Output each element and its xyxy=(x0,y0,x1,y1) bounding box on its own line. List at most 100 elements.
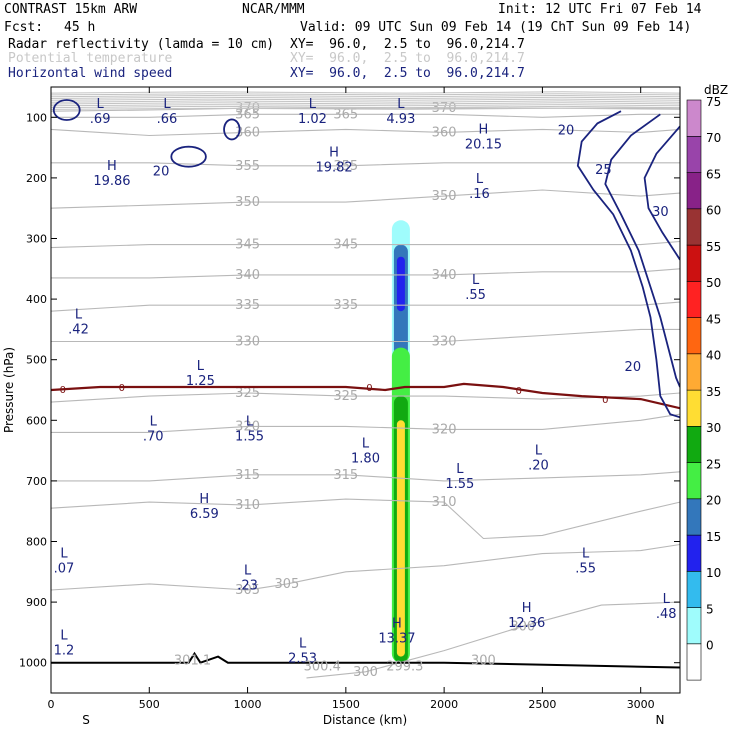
isentrope-340 xyxy=(51,268,680,279)
reflectivity-band-2 xyxy=(396,256,405,312)
wind-label: 25 xyxy=(595,163,612,178)
extremum-value: .66 xyxy=(157,112,178,127)
extremum-kind: L xyxy=(75,307,83,322)
isentrope-stratosphere xyxy=(51,100,680,103)
surface-theta-label: 301.1 xyxy=(174,654,211,669)
isentrope-label-315: 315 xyxy=(235,468,260,483)
extremum-kind: L xyxy=(535,444,543,459)
isentrope-345 xyxy=(51,240,680,249)
axes-layer: 0 500 1000 1500 2000 2500 30001002003004005006… xyxy=(19,87,680,711)
colorbar-swatch xyxy=(686,317,702,355)
colorbar-swatch xyxy=(686,244,702,282)
extremum-kind: H xyxy=(329,146,339,161)
plot-frame xyxy=(50,86,681,694)
isentrope-label-330: 330 xyxy=(235,335,260,350)
extremum-value: 20.15 xyxy=(465,137,502,152)
colorbar-swatch xyxy=(686,136,702,173)
extremum-kind: L xyxy=(246,415,254,430)
isentrope-label-335: 335 xyxy=(235,298,260,313)
extremum-value: 19.82 xyxy=(315,161,352,176)
y-tick-label: 1000 xyxy=(19,657,47,670)
extremum-kind: L xyxy=(476,172,484,187)
isentrope-label-365: 365 xyxy=(235,107,260,122)
colorbar-label: 10 xyxy=(706,566,721,580)
xy-theta: XY= 96.0, 2.5 to 96.0,214.7 xyxy=(290,51,525,66)
surface-theta-label: 300 xyxy=(471,654,496,669)
isentrope-label-345: 345 xyxy=(235,238,260,253)
isentrope-label-300: 300 xyxy=(510,619,535,634)
extremum-kind: L xyxy=(582,547,590,562)
extremum-kind: H xyxy=(479,122,489,137)
x-tick-label: 2000 xyxy=(430,698,458,711)
colorbar-swatch xyxy=(686,607,702,645)
extremum-kind: L xyxy=(309,97,317,112)
isentrope-310 xyxy=(51,498,680,540)
isentrope-315 xyxy=(51,471,680,482)
colorbar-label: 35 xyxy=(706,385,721,399)
x-end-south: S xyxy=(82,713,90,727)
isentrope-label-300: 300 xyxy=(353,665,378,680)
extremum-kind: L xyxy=(456,462,464,477)
zero-label: 0 xyxy=(516,386,522,397)
wind-cell-1 xyxy=(170,145,207,168)
isentrope-300 xyxy=(306,601,680,679)
reflectivity-layer xyxy=(391,220,410,663)
isentrope-label-360: 360 xyxy=(235,125,260,140)
colorbar-swatch xyxy=(686,643,702,681)
isentrope-label-340: 340 xyxy=(432,268,457,283)
x-tick-label: 1500 xyxy=(332,698,360,711)
isentrope-350 xyxy=(51,189,680,209)
extremum-kind: L xyxy=(397,97,405,112)
isentrope-label-305: 305 xyxy=(235,583,260,598)
init-time: Init: 12 UTC Fri 07 Feb 14 xyxy=(498,2,702,17)
isentrope-stratosphere xyxy=(51,91,680,94)
theta-layer: 3003003053053103103153153203203253253303… xyxy=(51,91,680,680)
extremum-kind: H xyxy=(199,492,209,507)
isentrope-label-335: 335 xyxy=(333,298,358,313)
y-tick-label: 500 xyxy=(26,354,47,367)
y-tick-label: 400 xyxy=(26,293,47,306)
isentrope-stratosphere xyxy=(51,98,680,101)
y-tick-label: 300 xyxy=(26,233,47,246)
zero-label: 0 xyxy=(119,383,125,394)
extremum-kind: H xyxy=(107,159,117,174)
wind-label: 20 xyxy=(558,123,575,138)
y-axis-title: Pressure (hPa) xyxy=(2,347,16,433)
extremum-value: .16 xyxy=(469,187,490,202)
extremum-value: 12.36 xyxy=(508,616,545,631)
isentrope-stratosphere xyxy=(51,93,680,96)
zero-label: 0 xyxy=(366,383,372,394)
isentrope-stratosphere xyxy=(51,105,680,109)
extremum-kind: L xyxy=(97,97,105,112)
extremum-value: .70 xyxy=(143,430,164,445)
extremum-value: 1.25 xyxy=(186,374,215,389)
extremum-value: 1.55 xyxy=(445,477,474,492)
wind-contour-30 xyxy=(643,125,680,261)
colorbar-swatch xyxy=(686,425,702,463)
extremum-value: 4.93 xyxy=(386,112,415,127)
extremum-value: 1.2 xyxy=(54,643,75,658)
field-reflectivity: Radar reflectivity (lamda = 10 cm) xyxy=(8,37,275,52)
zero-label: 0 xyxy=(60,385,66,396)
wind-contour-25 xyxy=(604,113,680,388)
wind-label: 30 xyxy=(652,205,669,220)
org-label: NCAR/MMM xyxy=(242,2,305,17)
wind-label: 20 xyxy=(153,165,170,180)
wind-cell-2 xyxy=(223,118,241,141)
wind-layer: 20 25 30 20 20 xyxy=(52,99,680,419)
isentrope-335 xyxy=(51,301,680,312)
extremum-value: 2.53 xyxy=(288,651,317,666)
isentrope-label-320: 320 xyxy=(432,422,457,437)
isentrope-label-325: 325 xyxy=(235,386,260,401)
extremum-kind: H xyxy=(392,616,402,631)
valid-time: Valid: 09 UTC Sun 09 Feb 14 (19 ChT Sun … xyxy=(300,20,692,35)
extremum-value: .48 xyxy=(656,607,677,622)
isentrope-label-305: 305 xyxy=(274,577,299,592)
extremum-kind: L xyxy=(197,359,205,374)
x-end-north: N xyxy=(656,713,665,727)
reflectivity-band-5 xyxy=(396,420,405,657)
x-tick-label: 3000 xyxy=(627,698,655,711)
colorbar-swatch xyxy=(686,208,702,246)
